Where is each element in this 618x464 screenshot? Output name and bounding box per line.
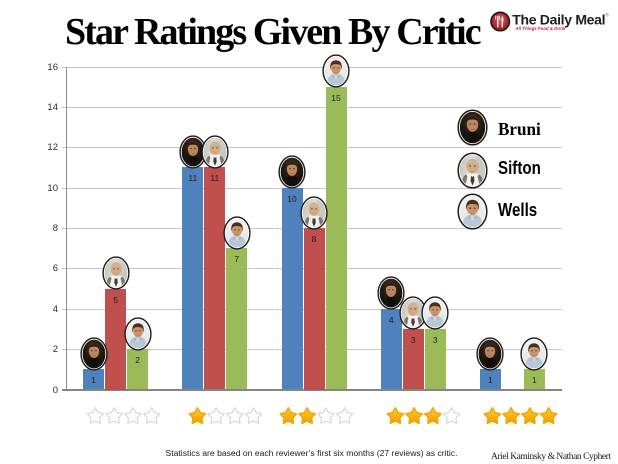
- svg-text:The Daily Meal: The Daily Meal: [512, 11, 605, 27]
- svg-text:All Things Food & Drink: All Things Food & Drink: [515, 26, 567, 31]
- svg-text:®: ®: [606, 12, 610, 18]
